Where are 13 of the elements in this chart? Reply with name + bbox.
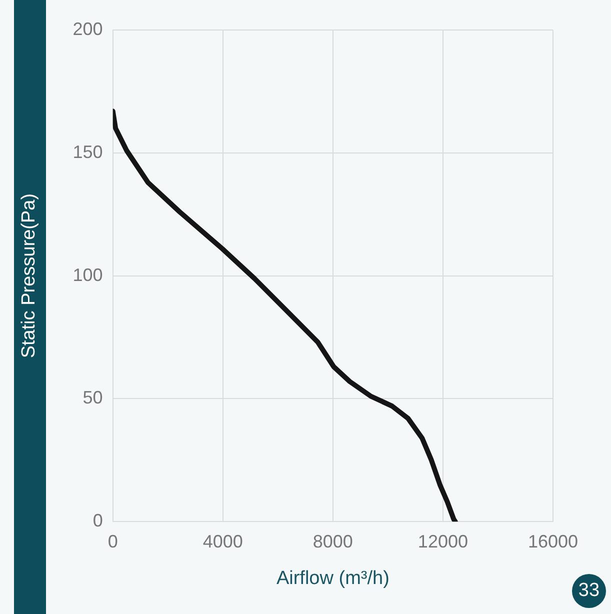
x-tick-label: 0 [108, 531, 118, 552]
x-tick-label: 8000 [312, 531, 353, 552]
x-tick-label: 16000 [528, 531, 578, 552]
y-tick-label: 0 [92, 510, 103, 531]
page-badge: 33 [572, 574, 606, 608]
y-tick-label: 200 [72, 18, 103, 39]
y-tick-label: 100 [72, 264, 103, 285]
x-tick-label: 12000 [418, 531, 468, 552]
x-tick-label: 4000 [202, 531, 243, 552]
x-axis-title: Airflow (m³/h) [276, 568, 390, 589]
y-tick-label: 150 [72, 142, 103, 162]
y-tick-label: 50 [82, 388, 103, 408]
y-axis-title: Static Pressure(Pa) [18, 193, 40, 358]
